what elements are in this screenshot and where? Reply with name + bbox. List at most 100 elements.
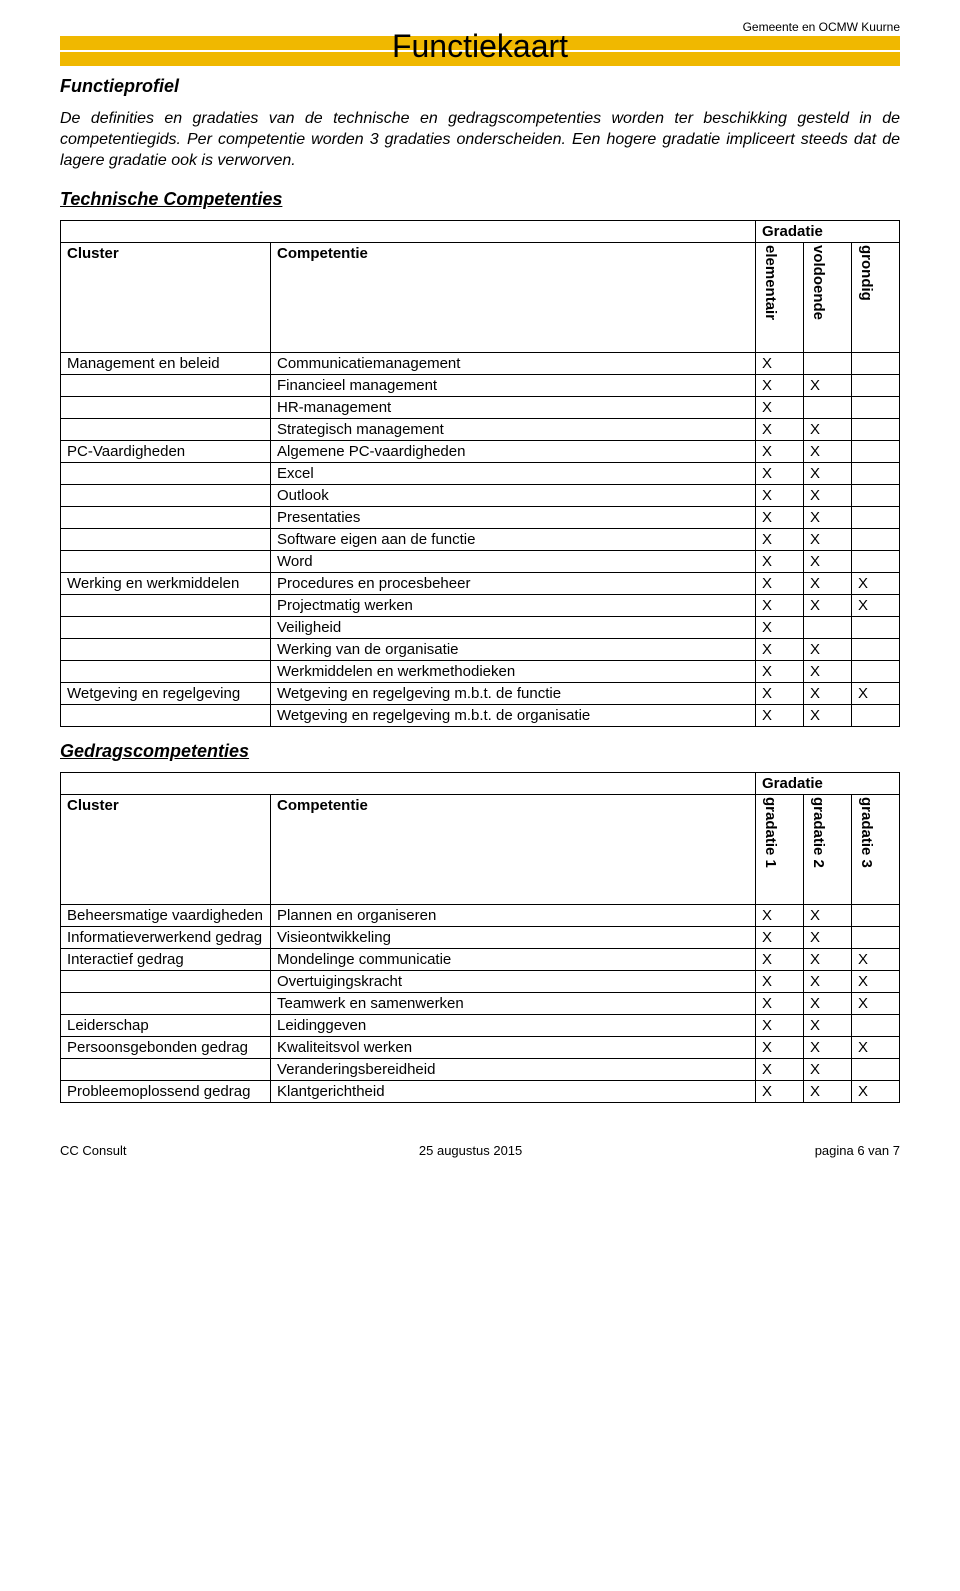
behav-heading: Gedragscompetenties bbox=[60, 741, 900, 762]
grad-cell bbox=[852, 705, 900, 727]
cluster-cell: Leiderschap bbox=[61, 1015, 271, 1037]
cluster-cell: PC-Vaardigheden bbox=[61, 441, 271, 463]
grad-cell: X bbox=[756, 949, 804, 971]
table-row: Projectmatig werkenXXX bbox=[61, 595, 900, 617]
cluster-cell bbox=[61, 419, 271, 441]
grad-cell: X bbox=[852, 993, 900, 1015]
competentie-cell: Werkmiddelen en werkmethodieken bbox=[271, 661, 756, 683]
competentie-cell: Algemene PC-vaardigheden bbox=[271, 441, 756, 463]
grad-cell bbox=[852, 1059, 900, 1081]
table-row: Cluster Competentie elementair voldoende… bbox=[61, 243, 900, 353]
grad-cell bbox=[852, 485, 900, 507]
cluster-cell bbox=[61, 705, 271, 727]
competentie-cell: Procedures en procesbeheer bbox=[271, 573, 756, 595]
grad-cell: X bbox=[804, 971, 852, 993]
grad-cell: X bbox=[756, 927, 804, 949]
grad-cell: X bbox=[804, 463, 852, 485]
table-row: Management en beleidCommunicatiemanageme… bbox=[61, 353, 900, 375]
cluster-cell bbox=[61, 463, 271, 485]
grad-cell: X bbox=[804, 1015, 852, 1037]
table-row: Cluster Competentie gradatie 1 gradatie … bbox=[61, 795, 900, 905]
competentie-cell: Excel bbox=[271, 463, 756, 485]
grad-cell: X bbox=[852, 949, 900, 971]
grad-cell: X bbox=[756, 375, 804, 397]
cluster-cell: Wetgeving en regelgeving bbox=[61, 683, 271, 705]
grad-cell bbox=[804, 353, 852, 375]
table-row: Informatieverwerkend gedragVisieontwikke… bbox=[61, 927, 900, 949]
grad-cell: X bbox=[804, 639, 852, 661]
competentie-cell: Veiligheid bbox=[271, 617, 756, 639]
competentie-cell: Outlook bbox=[271, 485, 756, 507]
table-row: OutlookXX bbox=[61, 485, 900, 507]
grad-cell bbox=[852, 617, 900, 639]
grad-cell bbox=[852, 441, 900, 463]
cluster-cell: Beheersmatige vaardigheden bbox=[61, 905, 271, 927]
grad-cell: X bbox=[756, 419, 804, 441]
table-row: VeranderingsbereidheidXX bbox=[61, 1059, 900, 1081]
grad-cell: X bbox=[756, 353, 804, 375]
grad-cell: X bbox=[804, 595, 852, 617]
gradatie-header: Gradatie bbox=[756, 221, 900, 243]
cluster-cell: Interactief gedrag bbox=[61, 949, 271, 971]
table-row: PresentatiesXX bbox=[61, 507, 900, 529]
grad-cell: X bbox=[756, 573, 804, 595]
table-row: Werking en werkmiddelenProcedures en pro… bbox=[61, 573, 900, 595]
grad-cell: X bbox=[756, 507, 804, 529]
grad-col-header: gradatie 1 bbox=[756, 795, 804, 905]
grad-cell: X bbox=[804, 949, 852, 971]
grad-cell: X bbox=[852, 683, 900, 705]
cluster-cell bbox=[61, 397, 271, 419]
competentie-cell: Strategisch management bbox=[271, 419, 756, 441]
grad-cell: X bbox=[756, 551, 804, 573]
footer-right: pagina 6 van 7 bbox=[815, 1143, 900, 1158]
grad-cell: X bbox=[804, 1037, 852, 1059]
grad-cell: X bbox=[852, 595, 900, 617]
grad-cell: X bbox=[804, 661, 852, 683]
cluster-cell bbox=[61, 375, 271, 397]
cluster-cell bbox=[61, 617, 271, 639]
grad-cell: X bbox=[756, 617, 804, 639]
cluster-cell bbox=[61, 529, 271, 551]
competentie-cell: Word bbox=[271, 551, 756, 573]
grad-cell bbox=[852, 905, 900, 927]
grad-cell: X bbox=[756, 705, 804, 727]
grad-cell: X bbox=[756, 529, 804, 551]
grad-cell bbox=[852, 661, 900, 683]
competentie-cell: Overtuigingskracht bbox=[271, 971, 756, 993]
grad-col-header: voldoende bbox=[804, 243, 852, 353]
grad-cell: X bbox=[756, 463, 804, 485]
cluster-cell bbox=[61, 639, 271, 661]
grad-cell: X bbox=[852, 573, 900, 595]
grad-cell: X bbox=[804, 551, 852, 573]
table-row: HR-managementX bbox=[61, 397, 900, 419]
grad-cell: X bbox=[852, 971, 900, 993]
competentie-cell: Financieel management bbox=[271, 375, 756, 397]
competentie-cell: Wetgeving en regelgeving m.b.t. de funct… bbox=[271, 683, 756, 705]
table-row: Wetgeving en regelgevingWetgeving en reg… bbox=[61, 683, 900, 705]
competentie-cell: Projectmatig werken bbox=[271, 595, 756, 617]
cluster-cell bbox=[61, 971, 271, 993]
cluster-cell: Management en beleid bbox=[61, 353, 271, 375]
tech-heading: Technische Competenties bbox=[60, 189, 900, 210]
grad-cell bbox=[804, 397, 852, 419]
grad-cell: X bbox=[756, 905, 804, 927]
cluster-cell bbox=[61, 595, 271, 617]
competentie-cell: Veranderingsbereidheid bbox=[271, 1059, 756, 1081]
table-row: WordXX bbox=[61, 551, 900, 573]
table-row: Werkmiddelen en werkmethodiekenXX bbox=[61, 661, 900, 683]
grad-cell bbox=[852, 463, 900, 485]
intro-paragraph: De definities en gradaties van de techni… bbox=[60, 109, 900, 171]
grad-cell: X bbox=[804, 573, 852, 595]
table-row: Gradatie bbox=[61, 773, 900, 795]
cluster-cell bbox=[61, 1059, 271, 1081]
grad-cell bbox=[852, 551, 900, 573]
grad-cell bbox=[852, 1015, 900, 1037]
grad-cell: X bbox=[756, 441, 804, 463]
grad-cell: X bbox=[804, 993, 852, 1015]
behav-table: Gradatie Cluster Competentie gradatie 1 … bbox=[60, 772, 900, 1103]
table-row: Probleemoplossend gedragKlantgerichtheid… bbox=[61, 1081, 900, 1103]
cluster-cell bbox=[61, 661, 271, 683]
cluster-cell bbox=[61, 485, 271, 507]
grad-cell: X bbox=[804, 485, 852, 507]
table-row: Financieel managementXX bbox=[61, 375, 900, 397]
